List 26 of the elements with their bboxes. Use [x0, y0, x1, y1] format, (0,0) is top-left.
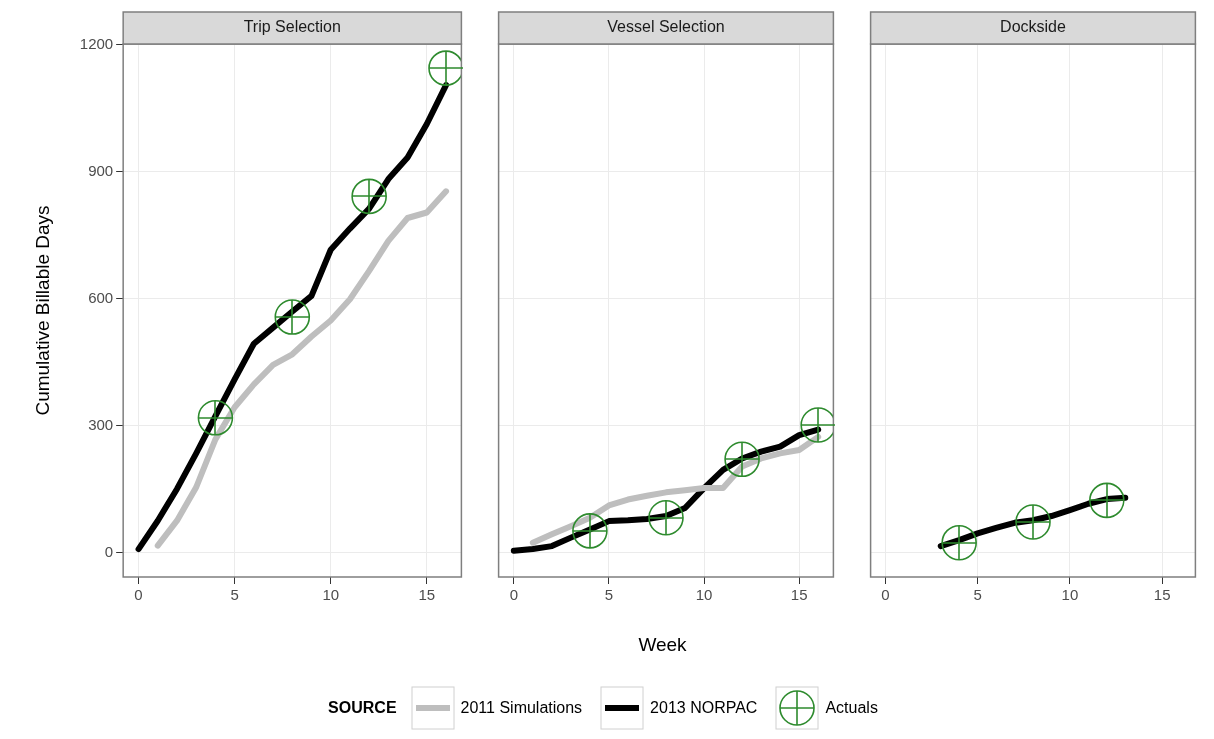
x-axis-title: Week	[637, 634, 688, 656]
x-tick-label: 15	[1153, 586, 1171, 604]
x-tick-label: 0	[881, 586, 890, 604]
x-tick-label: 15	[790, 586, 808, 604]
chart-title: Vessel Selection	[607, 18, 725, 36]
y-tick-label: 600	[88, 289, 114, 306]
y-tick-label: 300	[88, 416, 114, 433]
legend-title: SOURCE	[328, 699, 397, 717]
x-tick-label: 5	[230, 586, 239, 604]
y-axis-title: Cumulative Billable Days	[31, 205, 53, 416]
chart-title: Trip Selection	[243, 18, 341, 36]
x-tick-label: 5	[604, 586, 614, 604]
x-tick-label: 15	[418, 586, 436, 604]
x-tick-label: 10	[322, 586, 340, 604]
legend-label: 2013 NORPAC	[650, 699, 758, 717]
y-tick-label: 1200	[79, 34, 114, 52]
x-tick-label: 0	[134, 586, 143, 604]
chart-title: Dockside	[1000, 18, 1066, 36]
legend-label: 2011 Simulations	[460, 699, 583, 717]
y-tick-label: 0	[104, 543, 114, 561]
x-tick-label: 10	[1061, 586, 1079, 604]
x-tick-label: 0	[509, 586, 518, 604]
y-tick-label: 900	[88, 161, 114, 179]
x-tick-label: 5	[973, 586, 982, 604]
x-tick-label: 10	[695, 586, 713, 604]
legend-label: Actuals	[825, 699, 878, 717]
